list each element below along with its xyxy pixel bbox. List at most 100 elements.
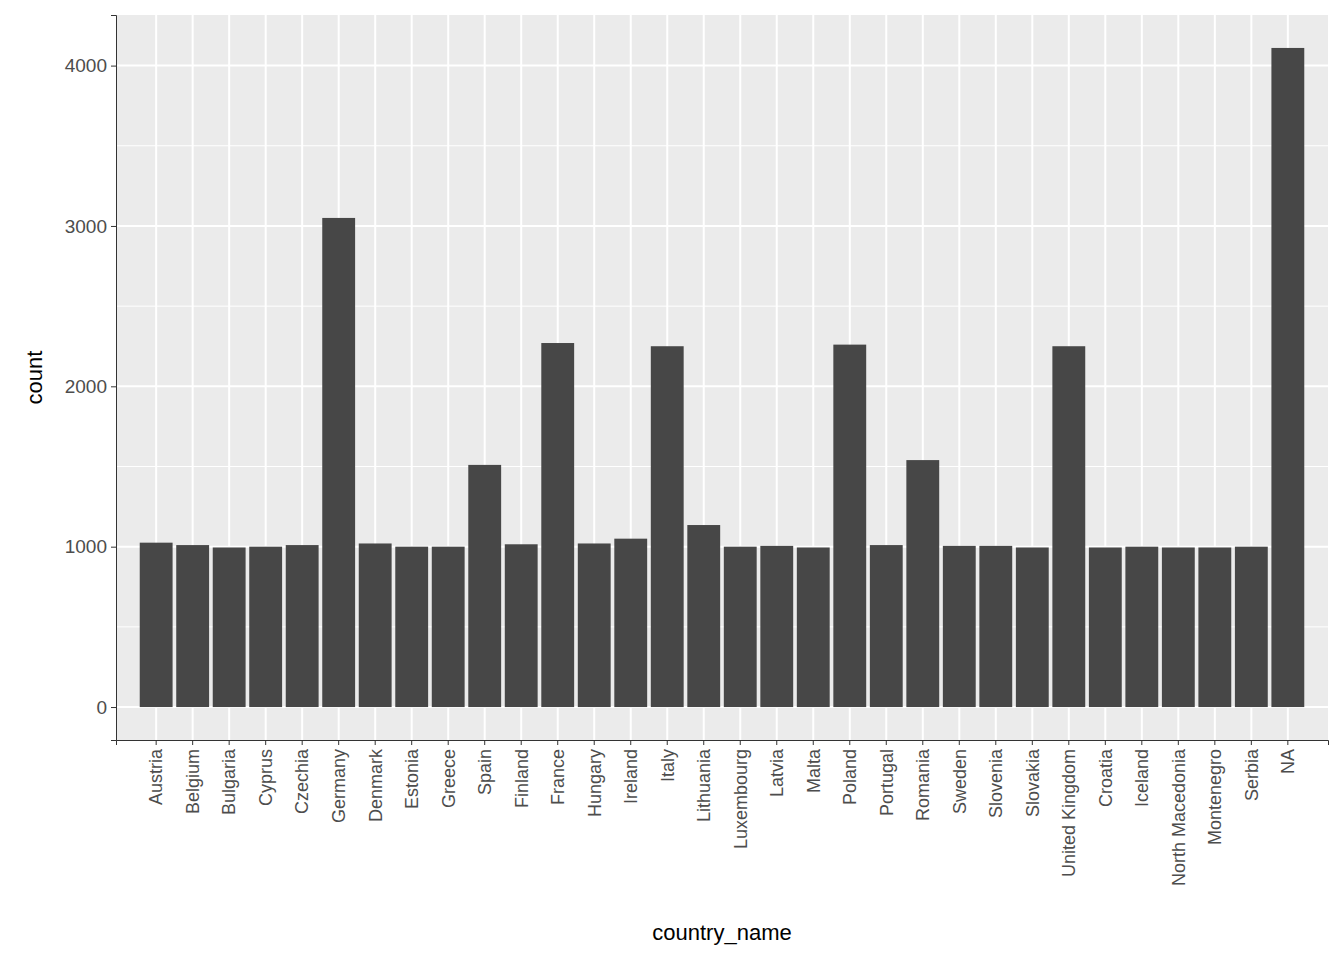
x-tick-label: Greece (439, 749, 459, 808)
y-tick-label: 4000 (65, 55, 107, 76)
bar (140, 543, 173, 707)
x-tick-mark (156, 740, 157, 745)
x-tick-mark (1251, 740, 1252, 745)
y-tick: 0 (96, 697, 116, 718)
x-tick-label: Spain (475, 749, 495, 795)
bar (1016, 547, 1049, 707)
y-tick: 4000 (65, 55, 116, 76)
x-tick: Luxembourg (731, 740, 751, 849)
y-axis-title: count (22, 351, 47, 405)
bar (1125, 547, 1158, 707)
x-tick-mark (521, 740, 522, 745)
x-tick-label: United Kingdom (1059, 749, 1079, 877)
bar (870, 545, 903, 707)
x-tick: Serbia (1242, 740, 1262, 801)
x-tick-mark (1068, 740, 1069, 745)
x-tick: Sweden (950, 740, 970, 814)
x-tick-label: North Macedonia (1169, 748, 1189, 886)
x-tick-label: Finland (512, 749, 532, 808)
x-tick-label: Cyprus (256, 749, 276, 806)
x-tick: North Macedonia (1169, 740, 1189, 886)
x-tick-mark (1032, 740, 1033, 745)
bar (1198, 547, 1231, 707)
y-tick-label: 2000 (65, 376, 107, 397)
minor-grid-line (116, 466, 1328, 467)
x-tick-mark (192, 740, 193, 745)
x-axis-line (117, 741, 1329, 746)
x-tick-mark (229, 740, 230, 745)
x-tick-mark (557, 740, 558, 745)
x-tick-mark (740, 740, 741, 745)
bar (614, 539, 647, 707)
bar (1162, 547, 1195, 707)
x-tick-label: Luxembourg (731, 749, 751, 849)
x-tick: Lithuania (694, 740, 714, 822)
x-tick: Spain (475, 740, 495, 795)
bar (322, 218, 355, 707)
x-tick-mark (484, 740, 485, 745)
x-tick-mark (995, 740, 996, 745)
x-tick-mark (1214, 740, 1215, 745)
x-tick: Denmark (365, 740, 385, 822)
x-tick-label: Austria (146, 748, 166, 805)
x-tick-label: Italy (658, 749, 678, 782)
x-tick-mark (776, 740, 777, 745)
x-tick: NA (1278, 740, 1298, 774)
x-axis: AustriaBelgiumBulgariaCyprusCzechiaGerma… (117, 740, 1329, 886)
grid-line (116, 225, 1328, 227)
x-tick: Montenegro (1205, 740, 1225, 845)
x-tick: Iceland (1132, 740, 1152, 807)
x-tick: Italy (658, 740, 678, 782)
y-tick-mark (111, 547, 116, 548)
bar (176, 545, 209, 707)
x-tick-mark (448, 740, 449, 745)
x-tick-label: Malta (804, 748, 824, 793)
bar (1089, 547, 1122, 707)
bar (906, 460, 939, 707)
x-tick-mark (703, 740, 704, 745)
x-tick-label: Poland (840, 749, 860, 805)
x-tick-label: Czechia (292, 748, 312, 814)
x-tick: France (548, 740, 568, 805)
x-tick-mark (411, 740, 412, 745)
x-tick-label: Belgium (183, 749, 203, 814)
bar (797, 547, 830, 707)
x-tick-mark (302, 740, 303, 745)
x-tick-label: Estonia (402, 748, 422, 809)
x-tick-mark (338, 740, 339, 745)
x-tick-mark (813, 740, 814, 745)
x-tick-mark (630, 740, 631, 745)
x-tick: Croatia (1096, 740, 1116, 807)
x-tick-label: Germany (329, 749, 349, 823)
bar (578, 543, 611, 707)
x-tick-label: Portugal (877, 749, 897, 816)
grid-line (116, 385, 1328, 387)
bar (1052, 346, 1085, 707)
bar (724, 547, 757, 707)
x-tick-label: Serbia (1242, 748, 1262, 801)
x-tick-mark (1287, 740, 1288, 745)
bar (760, 546, 793, 707)
y-tick-mark (111, 66, 116, 67)
y-tick-mark (111, 226, 116, 227)
y-axis: 0 1000 2000 3000 4000 (65, 16, 117, 741)
x-tick-label: Romania (913, 748, 933, 821)
x-tick-label: NA (1278, 749, 1298, 774)
bar (505, 544, 538, 707)
bar (541, 343, 574, 707)
x-tick: Ireland (621, 740, 641, 804)
x-tick-mark (959, 740, 960, 745)
x-axis-title: country_name (652, 920, 791, 945)
x-tick-mark (886, 740, 887, 745)
x-tick-label: Ireland (621, 749, 641, 804)
grid (116, 15, 1328, 740)
y-tick-mark (111, 707, 116, 708)
y-tick-label: 3000 (65, 216, 107, 237)
x-tick: Belgium (183, 740, 203, 814)
y-tick-label: 1000 (65, 536, 107, 557)
x-tick: Romania (913, 740, 933, 821)
x-tick-label: Denmark (365, 748, 385, 822)
x-tick-label: Iceland (1132, 749, 1152, 807)
x-tick: Czechia (292, 740, 312, 814)
bar (359, 543, 392, 707)
